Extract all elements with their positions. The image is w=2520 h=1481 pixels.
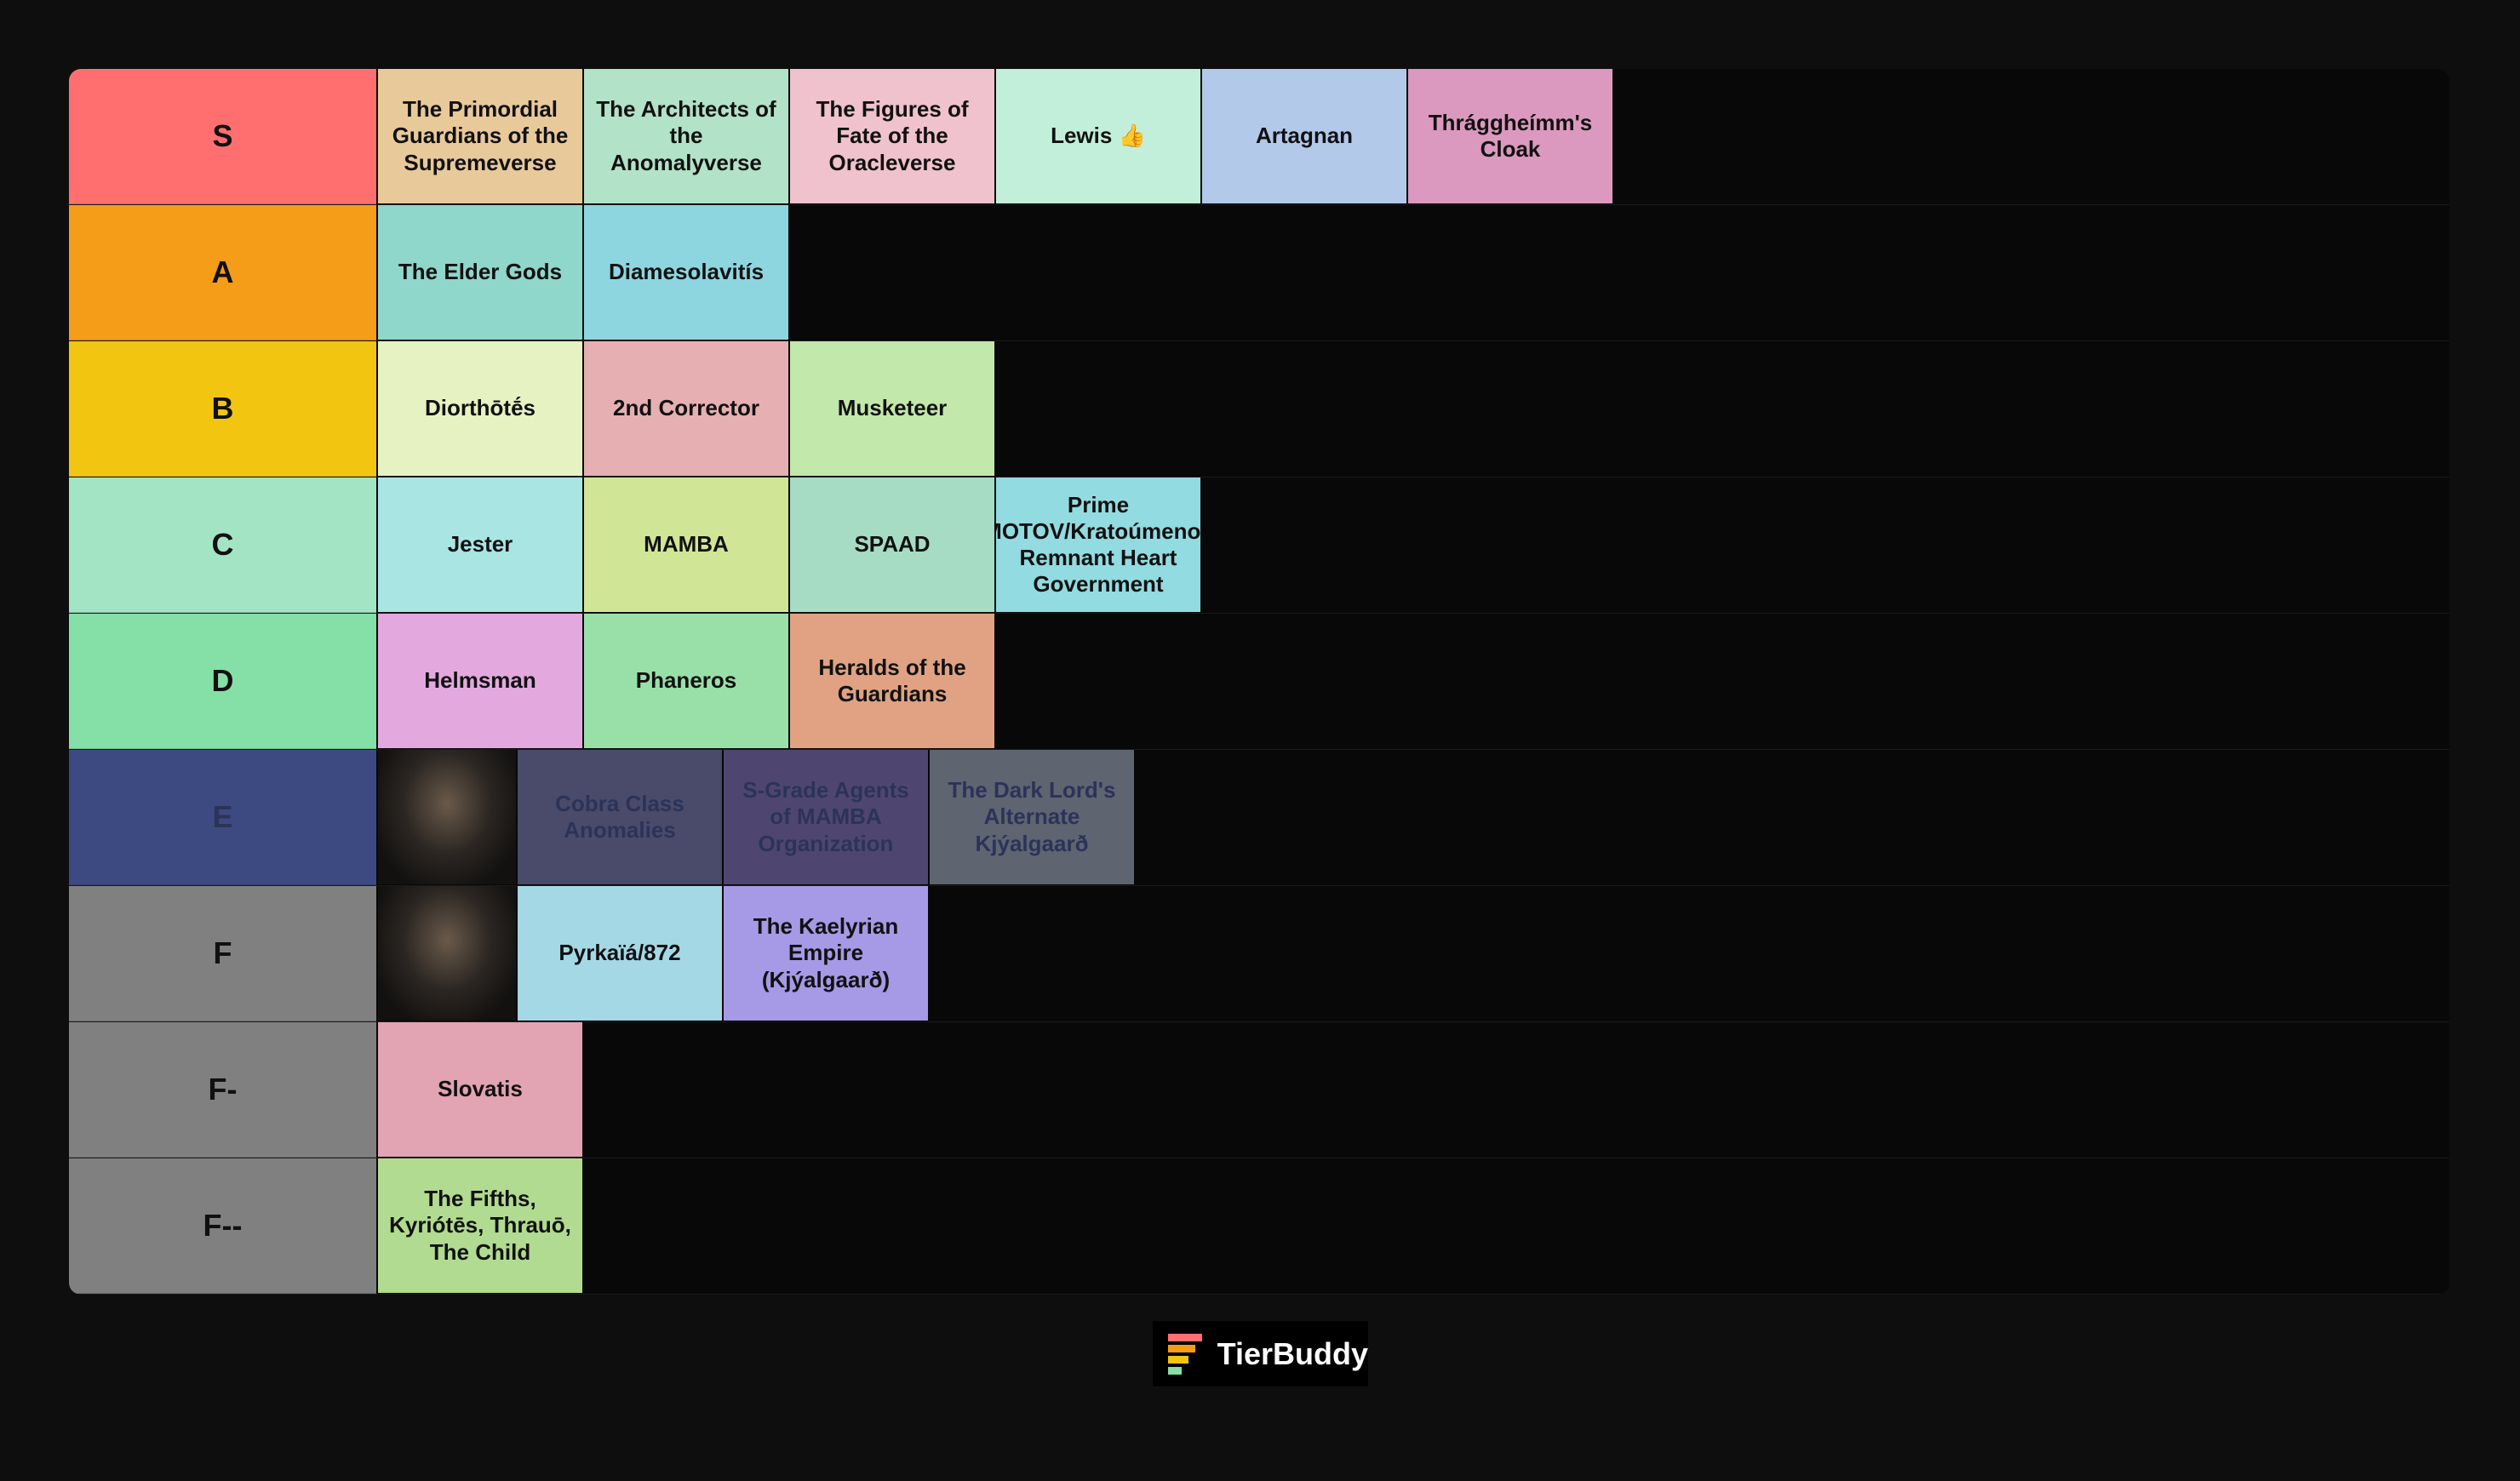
tier-item: Cobra Class Anomalies — [518, 750, 722, 884]
item-image — [378, 886, 516, 1021]
logo-text: TierBuddy — [1217, 1335, 1368, 1371]
tier-item: S-Grade Agents of MAMBA Organization — [724, 750, 928, 884]
tier-label: F-- — [69, 1158, 376, 1294]
tier-item: Pyrkaïá/872 — [518, 886, 722, 1021]
tier-item: The Primordial Guardians of the Supremev… — [378, 69, 582, 203]
tier-row: E Cobra Class Anomalies S-Grade Agents of … — [69, 750, 2449, 886]
tier-item: The Elder Gods — [378, 205, 582, 340]
tier-label: C — [69, 477, 376, 613]
tier-label: F- — [69, 1022, 376, 1158]
tier-item: Lewis 👍 — [996, 69, 1200, 203]
tier-item: SPAAD — [790, 477, 994, 612]
tier-item: The Dark Lord's Alternate Kjýalgaarð — [930, 750, 1134, 884]
tier-item: Helmsman — [378, 614, 582, 748]
tier-item: The Architects of the Anomalyverse — [584, 69, 788, 203]
tier-board: S The Primordial Guardians of the Supreme… — [69, 69, 2449, 1295]
tier-row: F Pyrkaïá/872 The Kaelyrian Empire (Kjýalg… — [69, 886, 2449, 1022]
tier-item: Artagnan — [1202, 69, 1406, 203]
tier-item: The Figures of Fate of the Oracleverse — [790, 69, 994, 203]
logo: TierBuddy — [1153, 1321, 1368, 1387]
tier-item: Musketeer — [790, 341, 994, 476]
tier-item: Jester — [378, 477, 582, 612]
tier-item: Diorthōtḗs — [378, 341, 582, 476]
tier-item: 2nd Corrector — [584, 341, 788, 476]
tier-item: Heralds of the Guardians — [790, 614, 994, 748]
tier-label: S — [69, 69, 376, 204]
tier-item: MAMBA — [584, 477, 788, 612]
tier-item: The Kaelyrian Empire (Kjýalgaarð) — [724, 886, 928, 1021]
tier-label: F — [69, 886, 376, 1021]
tier-row: A The Elder Gods Diamesolavitís — [69, 205, 2449, 341]
tier-item: Diamesolavitís — [584, 205, 788, 340]
tier-label: D — [69, 614, 376, 749]
tier-item: Phaneros — [584, 614, 788, 748]
tier-item: Prime MOTOV/Kratoúmenos Remnant Heart Go… — [996, 477, 1200, 612]
tier-item: Slovatis — [378, 1022, 582, 1157]
tier-row: F- Slovatis — [69, 1022, 2449, 1158]
tier-row: S The Primordial Guardians of the Supreme… — [69, 69, 2449, 205]
tier-label: E — [69, 750, 376, 885]
tier-item: Thrággheímm's Cloak — [1408, 69, 1612, 203]
item-image — [378, 750, 516, 884]
tier-row: F-- The Fifths, Kyriótēs, Thrauō, The Chi… — [69, 1158, 2449, 1295]
tier-item: The Fifths, Kyriótēs, Thrauō, The Child — [378, 1158, 582, 1293]
tier-row: D Helmsman Phaneros Heralds of the Guardian… — [69, 614, 2449, 750]
tier-row: B Diorthōtḗs 2nd Corrector Musketeer — [69, 341, 2449, 477]
tier-label: A — [69, 205, 376, 340]
tier-label: B — [69, 341, 376, 477]
logo-icon — [1168, 1333, 1202, 1375]
